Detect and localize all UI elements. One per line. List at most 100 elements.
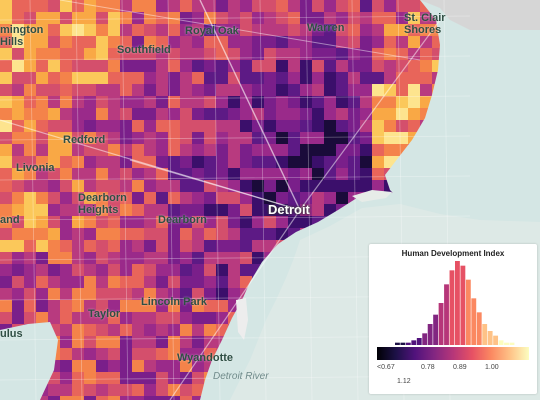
census-tract	[84, 48, 96, 60]
census-tract	[12, 48, 24, 60]
census-tract	[336, 168, 348, 180]
census-tract	[228, 72, 240, 84]
place-label-line: and	[0, 214, 20, 226]
census-tract	[132, 216, 144, 228]
census-tract	[408, 12, 420, 24]
census-tract	[360, 120, 372, 132]
census-tract	[216, 12, 228, 24]
census-tract	[192, 252, 204, 264]
place-label-redford[interactable]: Redford	[63, 134, 105, 146]
census-tract	[360, 24, 372, 36]
census-tract	[252, 96, 264, 108]
place-label-dearborn[interactable]: Dearborn	[158, 214, 207, 226]
census-tract	[132, 192, 144, 204]
census-tract	[180, 24, 192, 36]
census-tract	[48, 36, 60, 48]
place-label-royal-oak[interactable]: Royal Oak	[185, 25, 239, 37]
legend-tick-2: 0.78	[421, 364, 435, 371]
census-tract	[168, 372, 180, 384]
census-tract	[0, 276, 12, 288]
census-tract	[180, 180, 192, 192]
place-label-detroit[interactable]: Detroit	[268, 203, 310, 216]
census-tract	[240, 84, 252, 96]
census-tract	[96, 108, 108, 120]
census-tract	[84, 276, 96, 288]
census-tract	[300, 36, 312, 48]
place-label-dearborn-heights[interactable]: Dearborn Heights	[78, 192, 127, 216]
census-tract	[336, 120, 348, 132]
census-tract	[180, 96, 192, 108]
place-label-lincoln-park[interactable]: Lincoln Park	[141, 296, 207, 308]
census-tract	[168, 360, 180, 372]
census-tract	[120, 204, 132, 216]
census-tract	[180, 240, 192, 252]
census-tract	[60, 12, 72, 24]
census-tract	[120, 240, 132, 252]
census-tract	[96, 72, 108, 84]
census-tract	[228, 252, 240, 264]
census-tract	[48, 96, 60, 108]
census-tract	[156, 276, 168, 288]
census-tract	[324, 120, 336, 132]
census-tract	[60, 216, 72, 228]
census-tract	[108, 36, 120, 48]
census-tract	[60, 180, 72, 192]
census-tract	[144, 228, 156, 240]
census-tract	[96, 168, 108, 180]
census-tract	[48, 252, 60, 264]
census-tract	[312, 24, 324, 36]
census-tract	[156, 24, 168, 36]
census-tract	[12, 156, 24, 168]
place-label-taylor[interactable]: Taylor	[88, 308, 120, 320]
census-tract	[324, 48, 336, 60]
census-tract	[144, 384, 156, 396]
place-label-farmington-hills[interactable]: mington Hills	[0, 24, 43, 48]
census-tract	[108, 168, 120, 180]
place-label-romulus[interactable]: ulus	[0, 328, 23, 340]
fort-street	[169, 209, 301, 400]
census-tract	[72, 384, 84, 396]
census-tract	[48, 48, 60, 60]
histogram-bar	[444, 284, 449, 345]
census-tract	[144, 264, 156, 276]
census-tract	[144, 252, 156, 264]
histogram-bar	[504, 342, 509, 345]
census-tract	[192, 228, 204, 240]
place-label-westland[interactable]: and	[0, 214, 20, 226]
place-label-line: Dearborn	[158, 214, 207, 226]
census-tract	[0, 300, 12, 312]
census-tract	[276, 144, 288, 156]
census-tract	[216, 60, 228, 72]
place-label-st-clair-shores[interactable]: St. Clair Shores	[404, 12, 446, 36]
census-tract	[336, 192, 348, 204]
census-tract	[108, 216, 120, 228]
census-tract	[204, 168, 216, 180]
census-tract	[96, 60, 108, 72]
place-label-southfield[interactable]: Southfield	[117, 44, 171, 56]
census-tract	[252, 48, 264, 60]
census-tract	[240, 96, 252, 108]
census-tract	[300, 0, 312, 12]
census-tract	[228, 156, 240, 168]
census-tract	[144, 216, 156, 228]
census-tract	[252, 216, 264, 228]
census-tract	[372, 24, 384, 36]
census-tract	[180, 312, 192, 324]
census-tract	[96, 276, 108, 288]
census-tract	[36, 204, 48, 216]
census-tract	[192, 60, 204, 72]
histogram-bar	[400, 342, 406, 345]
census-tract	[204, 72, 216, 84]
place-label-wyandotte[interactable]: Wyandotte	[177, 352, 233, 364]
census-tract	[120, 324, 132, 336]
census-tract	[96, 156, 108, 168]
census-tract	[120, 264, 132, 276]
census-tract	[36, 288, 48, 300]
census-tract	[240, 36, 252, 48]
census-tract	[144, 324, 156, 336]
census-tract	[144, 192, 156, 204]
place-label-livonia[interactable]: Livonia	[16, 162, 55, 174]
place-label-warren[interactable]: Warren	[307, 22, 345, 34]
census-tract	[24, 264, 36, 276]
